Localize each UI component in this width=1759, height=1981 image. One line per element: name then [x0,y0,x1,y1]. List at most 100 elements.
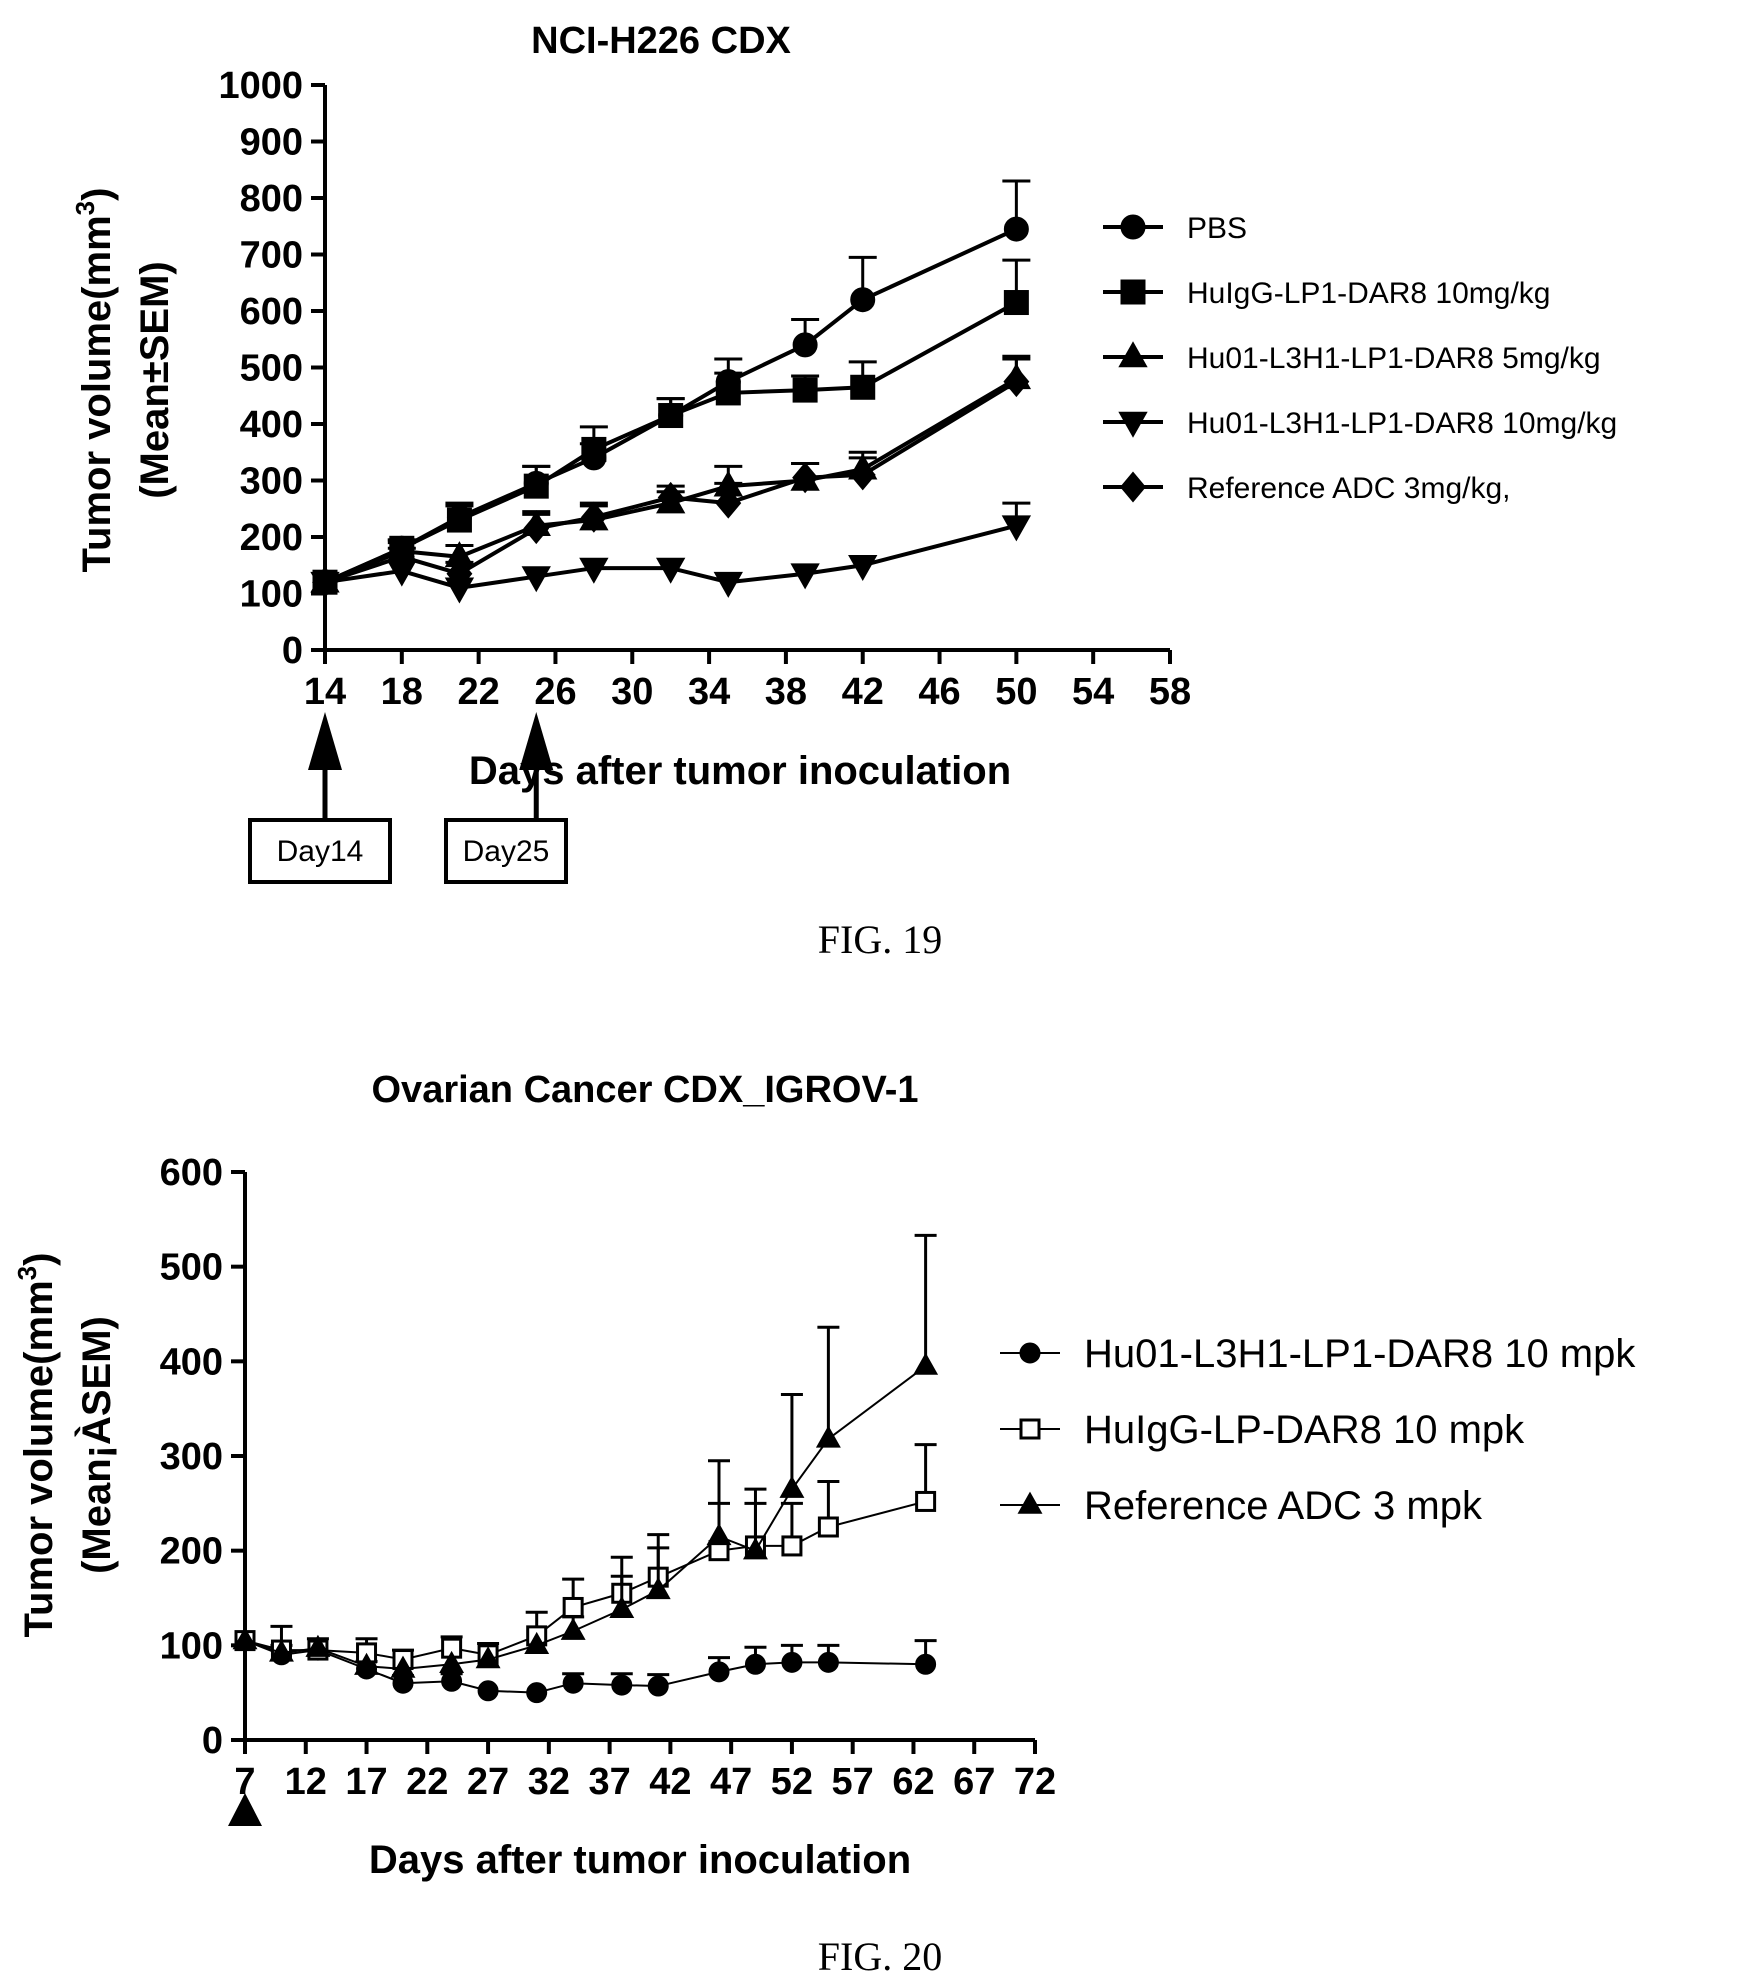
legend-label: Hu01-L3H1-LP1-DAR8 10mg/kg [1187,407,1617,440]
chart1-title: NCI-H226 CDX [531,20,791,62]
x-tick-label: 27 [467,1761,509,1803]
data-point [713,571,743,598]
x-tick-label: 22 [457,671,499,713]
data-point [354,1652,380,1675]
data-point [1003,216,1029,242]
data-point [715,380,741,406]
data-point [817,1516,839,1538]
legend-swatch-marker [1017,1491,1043,1514]
data-point [792,462,819,494]
legend-entry-3: Hu01-L3H1-LP1-DAR8 5mg/kg [1103,341,1601,375]
legend-label: HuIgG-LP-DAR8 10 mpk [1084,1408,1525,1452]
series-1 [234,1630,937,1704]
series-line [244,1500,926,1661]
y-tick-label: 200 [240,517,303,559]
data-point [475,1646,501,1669]
y-tick-label: 300 [240,461,303,503]
legend-label: PBS [1187,212,1247,245]
data-point [611,1674,633,1696]
data-point [645,1577,671,1600]
x-tick-label: 62 [892,1761,934,1803]
x-tick-label: 26 [534,671,576,713]
x-tick-label: 22 [406,1761,448,1803]
y-tick-label: 400 [160,1341,223,1383]
data-point [579,557,609,584]
x-tick-label: 54 [1072,671,1114,713]
x-tick-label: 42 [842,671,884,713]
series-line [324,523,1017,590]
x-tick-label: 12 [285,1761,327,1803]
y-tick-label: 0 [202,1720,223,1762]
data-point [850,374,876,400]
data-point [560,1617,586,1640]
dosing-label-box [248,818,392,884]
chart2-axes: 0 100 200 300 400 500 600 7 12 17 22 27 32 37 42 47 52 57… [160,1152,1057,1803]
chart-nci-h226: NCI-H226 CDX Tumor volume(mm3) (Mean±SEM… [70,20,1617,962]
legend-swatch-marker [1019,1342,1041,1364]
data-point [744,1653,766,1675]
data-point [915,1653,937,1675]
data-point [792,332,818,358]
dosing-arrow-2: Day25 [444,712,568,884]
series-2 [234,1443,937,1671]
x-tick-label: 50 [995,671,1037,713]
chart1-xlabel: Days after tumor inoculation [469,749,1011,793]
data-point [523,512,550,545]
legend-swatch-marker [1120,471,1146,503]
legend-label: Hu01-L3H1-LP1-DAR8 5mg/kg [1187,342,1601,375]
series-1 [312,179,1031,595]
y-tick-label: 100 [240,574,303,616]
data-point [581,436,607,462]
chart-ovarian-igrov1: Ovarian Cancer CDX_IGROV-1 Tumor volume(… [12,1069,1636,1979]
data-point [580,501,607,533]
x-tick-label: 32 [528,1761,570,1803]
legend-entry-5: Reference ADC 3mg/kg, [1103,471,1510,505]
data-point [849,459,876,491]
legend-entry-2: HuIgG-LP1-DAR8 10mg/kg [1103,277,1551,310]
x-tick-label: 30 [611,671,653,713]
data-point [388,541,415,573]
legend-entry-3: Reference ADC 3 mpk [1000,1484,1483,1528]
legend-entry-4: Hu01-L3H1-LP1-DAR8 10mg/kg [1103,407,1617,440]
data-point [390,1655,416,1678]
series-5 [312,357,1031,598]
x-tick-label: 14 [304,671,346,713]
chart2-title: Ovarian Cancer CDX_IGROV-1 [372,1069,919,1111]
x-tick-label: 18 [381,671,423,713]
series-line [244,1639,926,1694]
data-point [792,377,818,403]
data-point [526,1682,548,1704]
chart1-axes: 0 100 200 300 400 500 600 700 800 900 1000 14 18 22 26… [218,65,1191,713]
legend-swatch-marker [1019,1418,1041,1440]
dosing-arrow-1: Day14 [248,712,392,884]
series-line [244,1365,927,1671]
data-point [477,1680,499,1702]
data-point [715,487,742,519]
legend-label: Hu01-L3H1-LP1-DAR8 10 mpk [1084,1332,1636,1376]
x-tick-label: 52 [771,1761,813,1803]
series-3 [310,354,1032,593]
data-point [441,1670,463,1692]
y-tick-label: 0 [282,630,303,672]
data-point [850,287,876,313]
dosing-arrow-head [519,712,554,770]
data-point [524,1631,550,1655]
dosing-marker-triangle [228,1793,262,1826]
data-point [779,1475,805,1498]
data-point [268,1639,294,1662]
data-point [742,1537,768,1560]
data-point [913,1352,939,1375]
y-tick-label: 900 [240,122,303,164]
legend-swatch-marker [1120,279,1146,305]
fig19-caption: FIG. 19 [818,917,942,962]
x-tick-label: 58 [1149,671,1191,713]
y-tick-label: 500 [160,1247,223,1289]
y-tick-label: 600 [160,1152,223,1194]
x-tick-label: 67 [953,1761,995,1803]
fig20-caption: FIG. 20 [818,1934,942,1979]
legend-label: HuIgG-LP1-DAR8 10mg/kg [1187,277,1551,310]
data-point [305,1634,331,1657]
data-point [848,554,878,581]
data-point [781,1535,803,1557]
